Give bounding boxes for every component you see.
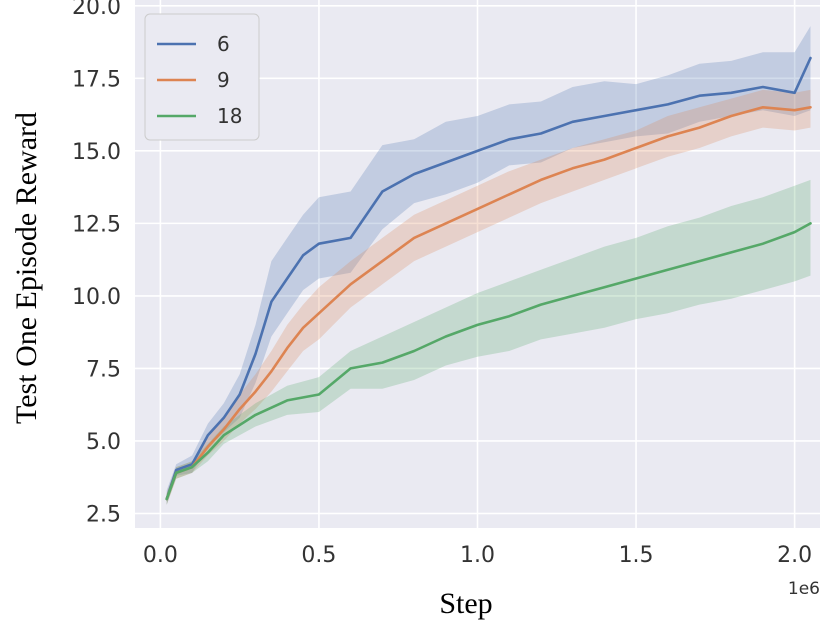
x-tick-labels: 0.0 0.5 1.0 1.5 2.0	[143, 543, 812, 568]
line-series-9	[165, 106, 812, 501]
legend-label-9: 9	[217, 68, 230, 92]
band-series-18	[166, 179, 811, 505]
x-axis-label: Step	[439, 587, 492, 620]
y-tick-label: 2.5	[86, 502, 121, 527]
y-tick-label: 7.5	[86, 357, 121, 382]
x-scale-exponent: 1e6	[788, 579, 820, 599]
x-tick-label: 2.0	[777, 543, 812, 568]
x-tick-label: 1.5	[619, 543, 654, 568]
band-series-9	[166, 89, 811, 505]
line-series-6	[165, 56, 812, 501]
y-tick-labels: 2.5 5.0 7.5 10.0 12.5 15.0 17.5 20.0	[72, 0, 121, 527]
x-tick-label: 0.5	[301, 543, 336, 568]
y-tick-label: 10.0	[72, 285, 121, 310]
legend-label-6: 6	[217, 32, 230, 56]
y-tick-label: 5.0	[86, 430, 121, 455]
y-tick-label: 17.5	[72, 67, 121, 92]
legend: 6 9 18	[144, 13, 260, 141]
legend-box	[144, 13, 260, 141]
series-lines	[165, 56, 812, 501]
x-tick-label: 0.0	[143, 543, 178, 568]
y-tick-label: 20.0	[72, 0, 121, 20]
y-tick-label: 12.5	[72, 212, 121, 237]
y-tick-label: 15.0	[72, 140, 121, 165]
line-series-18	[165, 222, 812, 501]
y-axis-label: Test One Episode Reward	[10, 112, 43, 424]
x-tick-label: 1.0	[460, 543, 495, 568]
legend-label-18: 18	[217, 104, 242, 128]
